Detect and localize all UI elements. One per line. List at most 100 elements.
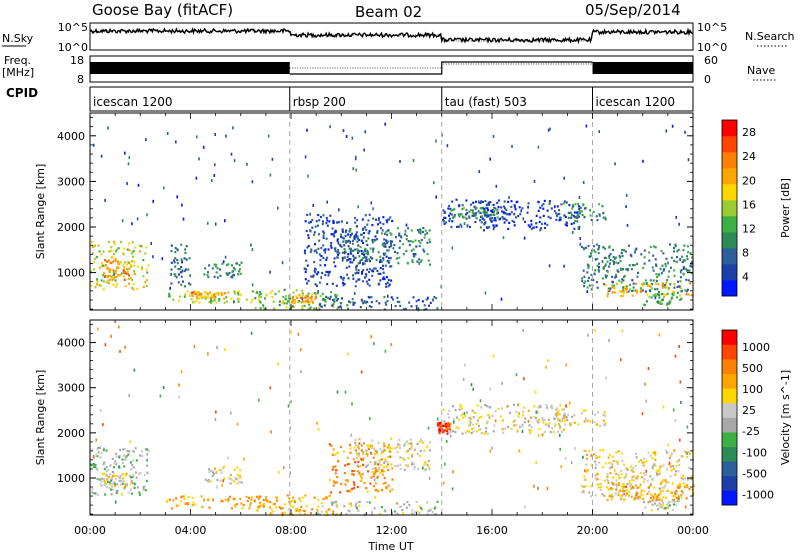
y-tick-label: 2000 (57, 427, 85, 440)
colorbar-tick-label: 28 (742, 126, 756, 139)
sparse-echoes (92, 122, 690, 304)
freq-label: Freq. (4, 54, 31, 67)
colorbar-tick-label: 8 (742, 247, 749, 260)
echo-region-6 (354, 437, 432, 471)
colorbar-swatch (722, 446, 737, 462)
echo-region-4 (203, 261, 243, 279)
cpid-segment-label: icescan 1200 (93, 95, 172, 109)
y-tick-label: 3000 (57, 382, 85, 395)
echo-region-8 (442, 403, 569, 435)
colorbar-tick-label: -25 (742, 425, 760, 438)
colorbar-tick-label: 25 (742, 404, 756, 417)
echo-region-7 (316, 500, 439, 517)
colorbar-tick-label: 20 (742, 174, 756, 187)
cpid-label: CPID (6, 86, 38, 100)
echo-region-14 (450, 206, 499, 220)
date-title: 05/Sep/2014 (585, 1, 681, 19)
y-tick-label: 1000 (57, 267, 85, 280)
echo-region-7 (291, 293, 317, 305)
echo-region-9 (341, 227, 432, 266)
colorbar: 4 8 12 16 20 24 28 Power [dB] (721, 119, 792, 297)
y-axis-label: Slant Range [km] (34, 370, 47, 466)
colorbar-swatch (722, 475, 737, 491)
echo-region-11 (580, 448, 695, 499)
time-tick-label: 00:00 (74, 524, 106, 537)
colorbar-swatch (722, 373, 737, 389)
colorbar-swatch (722, 168, 737, 185)
colorbar-swatch (722, 417, 737, 433)
colorbar-swatch (722, 184, 737, 201)
time-tick-label: 12:00 (376, 524, 408, 537)
colorbar-label: Power [dB] (779, 178, 792, 238)
nsearch-label: N.Search (745, 30, 795, 43)
time-tick-label: 20:00 (577, 524, 609, 537)
noise-right-tick-bottom: 10^0 (697, 41, 727, 54)
colorbar-swatch (722, 200, 737, 217)
noise-panel: 10^5 10^0 10^5 10^0 (58, 21, 727, 54)
colorbar-tick-label: 24 (742, 150, 756, 163)
colorbar: 1000 500 100 25 -25 -100 -500 -1000 Velocity [m … (721, 329, 792, 506)
echo-region-6 (254, 288, 339, 311)
colorbar-tick-label: 16 (742, 198, 756, 211)
freq-step-line (289, 61, 593, 75)
echo-region-0 (90, 240, 150, 291)
frequency-traces (90, 61, 693, 75)
echo-region-1 (102, 259, 132, 281)
y-tick-label: 1000 (57, 472, 85, 485)
echo-region-15 (580, 243, 694, 293)
time-axis-label: Time UT (367, 540, 413, 553)
nave-label: Nave (747, 64, 775, 77)
freq-right-tick-top: 60 (704, 54, 718, 67)
colorbar-swatch (722, 388, 737, 404)
y-tick-label: 2000 (57, 221, 85, 234)
station-title: Goose Bay (fitACF) (92, 1, 233, 19)
sparse-echoes (92, 325, 689, 509)
echo-region-1 (100, 469, 128, 489)
freq-band-0 (90, 62, 290, 74)
echo-region-0 (90, 446, 150, 496)
colorbar-swatch (722, 402, 737, 418)
colorbar-tick-label: -500 (742, 467, 767, 480)
freq-unit-label: [MHz] (2, 66, 34, 79)
nsky-label: N.Sky (2, 32, 34, 45)
noise-left-tick-bottom: 10^0 (58, 41, 88, 54)
colorbar-swatch (722, 216, 737, 233)
y-tick-label: 4000 (57, 337, 85, 350)
freq-left-tick-bottom: 8 (77, 73, 84, 86)
echo-region-10 (555, 408, 607, 427)
colorbar-swatch (722, 344, 737, 360)
echo-region-17 (643, 291, 683, 307)
freq-right-tick-bottom: 0 (704, 73, 711, 86)
data-pixels (90, 122, 694, 312)
colorbar-swatch (722, 136, 737, 153)
colorbar-swatch (722, 461, 737, 477)
echo-region-8 (303, 213, 394, 288)
colorbar-swatch (722, 280, 737, 297)
nave-step-line (289, 63, 593, 69)
echo-region-10 (318, 295, 439, 312)
colorbar-swatch (722, 490, 737, 506)
colorbar-tick-label: -1000 (742, 488, 774, 501)
colorbar-swatch (722, 432, 737, 447)
cpid-segment-label: tau (fast) 503 (445, 95, 527, 109)
nsearch-trace (90, 30, 693, 42)
noise-left-tick-top: 10^5 (58, 21, 88, 34)
colorbar-tick-label: 100 (742, 383, 763, 396)
colorbar-swatch (722, 152, 737, 169)
time-tick-label: 04:00 (175, 524, 207, 537)
echo-region-16 (605, 281, 693, 298)
echo-region-2 (165, 495, 267, 510)
cpid-segment-label: icescan 1200 (596, 95, 675, 109)
colorbar-swatch (722, 232, 737, 249)
colorbar-swatch (722, 120, 737, 137)
colorbar-swatch (722, 264, 737, 281)
beam-title: Beam 02 (355, 3, 422, 21)
y-tick-label: 4000 (57, 130, 85, 143)
cpid-strip: icescan 1200 rbsp 200 tau (fast) 503 icesca… (89, 86, 694, 112)
colorbar-label: Velocity [m s^-1] (779, 370, 792, 465)
colorbar-swatch (722, 248, 737, 265)
colorbar-tick-label: 1000 (742, 341, 770, 354)
power-panel: 1000 2000 3000 4000 Slant Range [km] 4 8 12 16 20… (34, 112, 792, 312)
echo-region-3 (190, 291, 230, 300)
